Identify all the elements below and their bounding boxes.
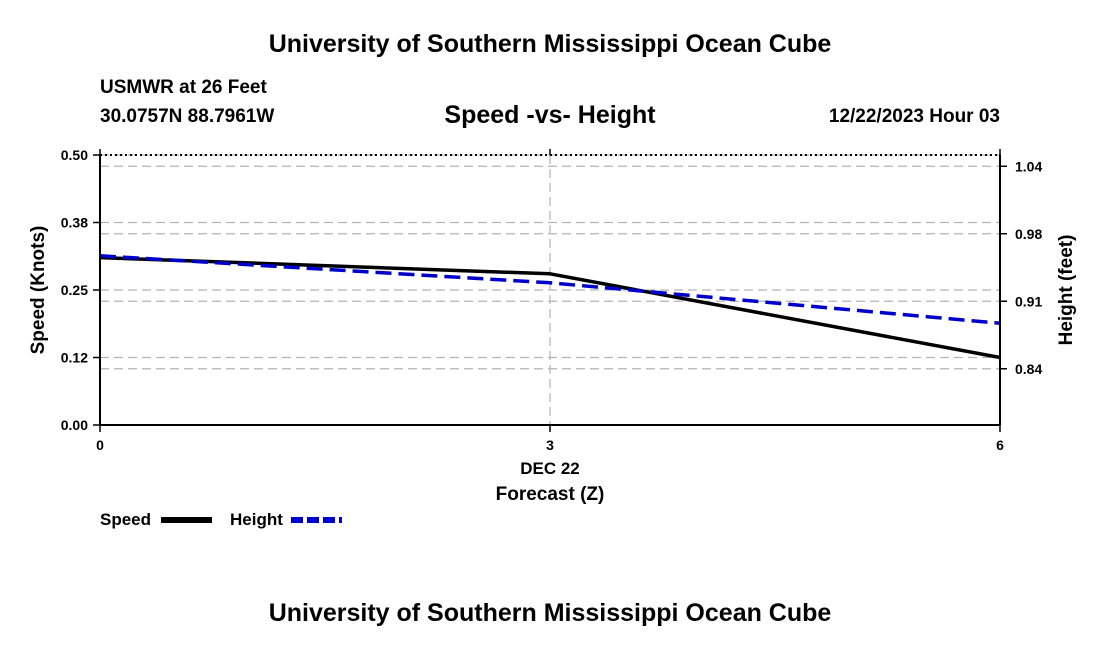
- series-line-height: [99, 254, 1001, 326]
- chart-title: Speed -vs- Height: [444, 101, 656, 129]
- legend-height-label: Height: [230, 510, 283, 529]
- legend: Speed Height: [100, 510, 342, 529]
- label-layer: 0.00 0.12 0.25 0.38 0.50 0.84 0.91 0.98 1.04 0 3 6: [61, 147, 1043, 453]
- chart-datetime: 12/22/2023 Hour 03: [828, 106, 1000, 127]
- left-axis-label: Speed (Knots): [28, 226, 49, 355]
- x-tick-label-2: 6: [996, 437, 1004, 453]
- series-line-speed: [99, 255, 1001, 360]
- left-tick-label-1: 0.12: [61, 350, 88, 366]
- series-layer: [99, 254, 1001, 360]
- right-tick-label-3: 1.04: [1015, 158, 1042, 174]
- axes-layer: [93, 149, 1007, 432]
- footer-title: University of Southern Mississippi Ocean…: [268, 599, 832, 627]
- grid-layer: [100, 154, 1000, 425]
- left-tick-label-2: 0.25: [61, 282, 88, 298]
- page-title: University of Southern Mississippi Ocean…: [268, 30, 832, 58]
- x-axis-label: Forecast (Z): [496, 484, 605, 505]
- x-tick-label-0: 0: [96, 437, 104, 453]
- x-axis-date: DEC 22: [520, 459, 580, 478]
- right-tick-label-0: 0.84: [1015, 361, 1042, 377]
- station-label: USMWR at 26 Feet: [100, 77, 267, 98]
- x-tick-label-1: 3: [546, 437, 554, 453]
- right-tick-label-1: 0.91: [1015, 293, 1042, 309]
- right-axis-label: Height (feet): [1056, 235, 1077, 346]
- legend-speed-label: Speed: [100, 510, 151, 529]
- left-tick-label-3: 0.38: [61, 215, 88, 231]
- station-coordinates: 30.0757N 88.7961W: [100, 106, 275, 127]
- left-tick-label-0: 0.00: [61, 417, 88, 433]
- right-tick-label-2: 0.98: [1015, 226, 1042, 242]
- left-tick-label-4: 0.50: [61, 147, 88, 163]
